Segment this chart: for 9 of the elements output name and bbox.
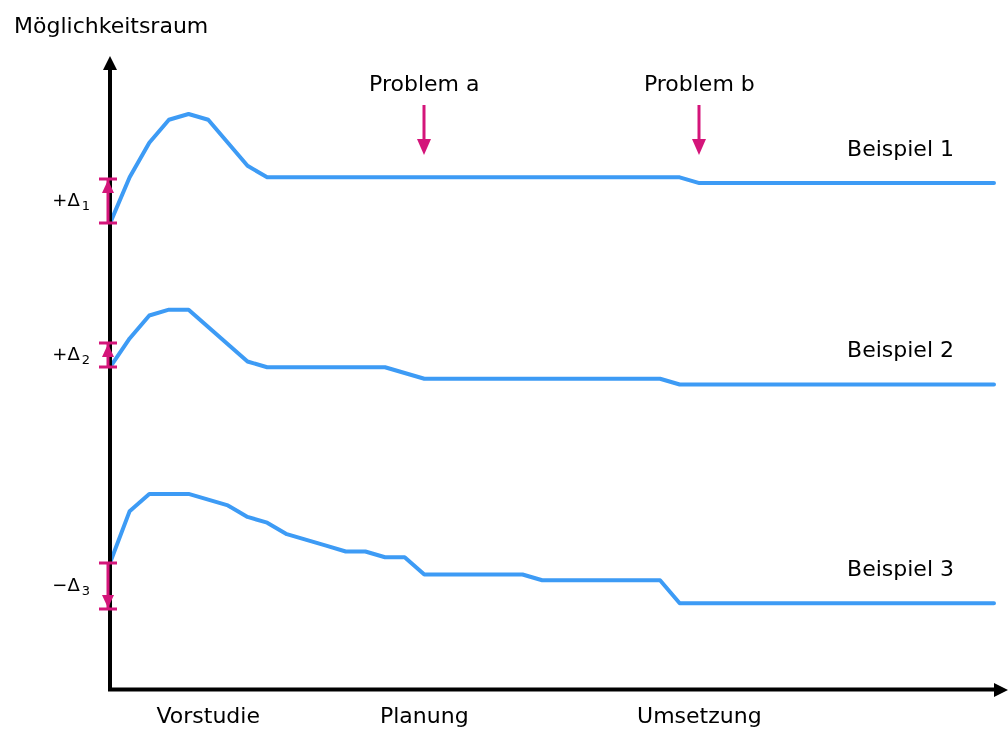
x-tick-label: Umsetzung <box>637 702 762 728</box>
y-axis-title: Möglichkeitsraum <box>14 12 209 38</box>
x-tick-label: Planung <box>379 702 469 728</box>
series-label: Beispiel 2 <box>847 337 954 363</box>
x-tick-label: Vorstudie <box>156 702 260 728</box>
series-label: Beispiel 1 <box>847 135 954 161</box>
annotation: Problem b <box>643 70 755 96</box>
annotation: Problem a <box>369 70 480 96</box>
series-label: Beispiel 3 <box>847 555 954 581</box>
